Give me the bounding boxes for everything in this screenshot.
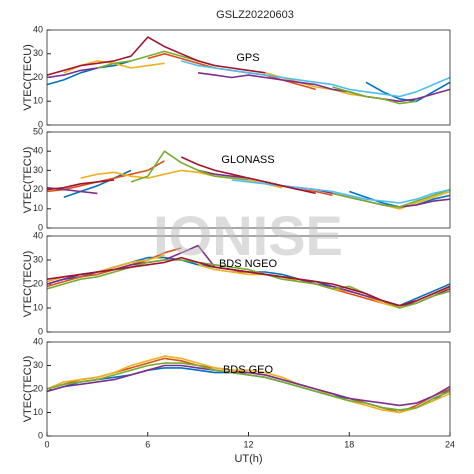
y-tick-label: 20 (33, 184, 43, 194)
x-axis-label: UT(h) (234, 453, 262, 465)
y-tick-label: 40 (33, 24, 43, 34)
y-tick-label: 40 (33, 230, 43, 240)
plot-area (47, 342, 450, 436)
y-axis-label: VTEC(TECU) (22, 147, 34, 214)
y-tick-label: 0 (38, 119, 43, 129)
watermark: IONISE (153, 204, 343, 267)
y-tick-label: 0 (38, 326, 43, 336)
y-tick-label: 10 (33, 302, 43, 312)
plot-area (47, 30, 450, 125)
y-axis-label: VTEC(TECU) (22, 251, 34, 318)
y-tick-label: 20 (33, 72, 43, 82)
x-tick-label: 12 (243, 439, 253, 449)
y-tick-label: 0 (38, 430, 43, 440)
y-tick-label: 40 (33, 146, 43, 156)
y-tick-label: 0 (38, 222, 43, 232)
panel-label: BDS GEO (223, 364, 274, 376)
y-tick-label: 50 (33, 126, 43, 136)
axes-box (46, 29, 451, 126)
x-tick-label: 6 (145, 439, 150, 449)
axes-box (46, 235, 451, 333)
y-tick-label: 30 (33, 254, 43, 264)
data-line (46, 67, 451, 103)
chart-title: GSLZ20220603 (216, 9, 294, 21)
data-line (46, 36, 266, 76)
axes-box (46, 131, 451, 229)
y-axis-label: VTEC(TECU) (22, 44, 34, 111)
data-line (181, 60, 451, 98)
y-tick-label: 20 (33, 278, 43, 288)
data-line (46, 256, 451, 307)
y-tick-label: 30 (33, 48, 43, 58)
y-tick-label: 20 (33, 383, 43, 393)
data-line (46, 364, 451, 407)
data-line (46, 355, 451, 414)
data-line (231, 179, 451, 204)
y-tick-label: 10 (33, 96, 43, 106)
y-tick-label: 30 (33, 165, 43, 175)
x-tick-label: 24 (445, 439, 455, 449)
y-axis-label: VTEC(TECU) (22, 356, 34, 423)
x-tick-label: 18 (344, 439, 354, 449)
panel-label: BDS NGEO (219, 258, 278, 270)
y-tick-label: 30 (33, 360, 43, 370)
y-tick-label: 10 (33, 407, 43, 417)
axes-box (46, 341, 451, 437)
panel-label: GLONASS (221, 154, 274, 166)
data-line (46, 156, 316, 195)
plot-area (47, 236, 450, 332)
panel-label: GPS (236, 52, 259, 64)
data-line (130, 150, 451, 208)
y-tick-label: 40 (33, 336, 43, 346)
y-tick-label: 10 (33, 203, 43, 213)
data-line (46, 362, 451, 411)
x-tick-label: 0 (44, 439, 49, 449)
